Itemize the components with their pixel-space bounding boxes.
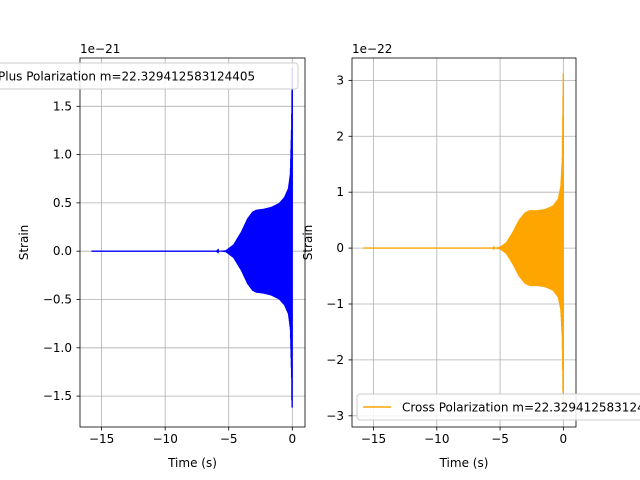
axes-frame (79, 57, 306, 428)
x-tick-label: 0 (560, 432, 568, 446)
y-tick-label: 0.0 (53, 244, 72, 258)
x-tick-label: −15 (89, 432, 114, 446)
legend: Plus Polarization m=22.329412583124405 (0, 62, 299, 90)
x-axis-label: Time (s) (439, 456, 489, 470)
y-axis-label: Strain (17, 225, 31, 261)
y-tick-label: 1.0 (53, 148, 72, 162)
legend-label: Plus Polarization m=22.329412583124405 (0, 70, 255, 84)
legend-box (0, 62, 299, 90)
y-tick-label: −1.0 (43, 341, 72, 355)
y-tick-label: 1 (336, 185, 344, 199)
subplot-1: −15 −10 −5 0 −1.5 −1.0 −0.5 0.0 0.5 1.0 1.5 Time (s… (0, 42, 306, 470)
legend: Cross Polarization m=22.329412583124405 (356, 393, 640, 421)
axes-frame (351, 57, 577, 428)
y-tick-label: 1.5 (53, 99, 72, 113)
y-axis-label: Strain (301, 225, 315, 261)
y-tick-label: 0 (336, 241, 344, 255)
x-tick-label: −10 (424, 432, 449, 446)
axis-offset-text: 1e−22 (352, 42, 392, 56)
x-tick-label: 0 (288, 432, 296, 446)
y-tick-label: −3 (326, 409, 344, 423)
x-tick-label: −10 (153, 432, 178, 446)
y-tick-label: −0.5 (43, 292, 72, 306)
y-tick-label: 3 (336, 73, 344, 87)
x-tick-label: −15 (361, 432, 386, 446)
legend-label: Cross Polarization m=22.329412583124405 (402, 401, 640, 415)
x-axis-label: Time (s) (167, 456, 217, 470)
y-tick-label: −1.5 (43, 389, 72, 403)
y-tick-label: 2 (336, 129, 344, 143)
y-tick-label: 0.5 (53, 196, 72, 210)
axis-offset-text: 1e−21 (80, 42, 120, 56)
x-tick-label: −5 (220, 432, 238, 446)
y-tick-label: −2 (326, 353, 344, 367)
x-tick-label: −5 (491, 432, 509, 446)
series-line (91, 67, 293, 408)
legend-box (356, 393, 640, 421)
series-line (363, 73, 565, 414)
y-tick-label: −1 (326, 297, 344, 311)
